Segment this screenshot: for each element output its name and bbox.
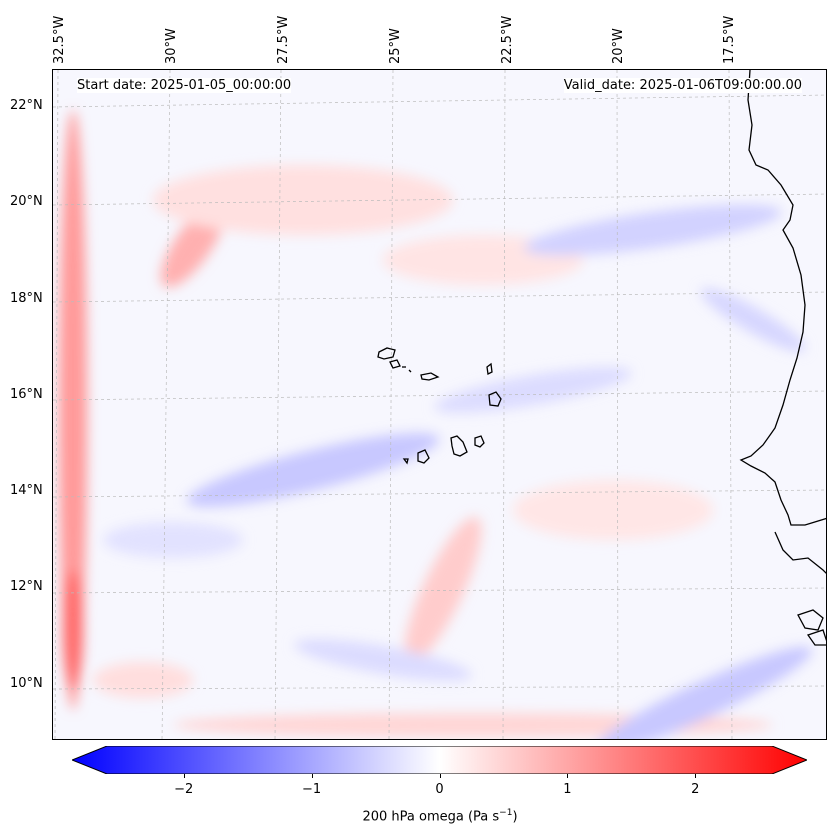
colorbar-tick-label: −1 bbox=[302, 782, 322, 797]
colorbar-tick-mark bbox=[183, 774, 185, 778]
southwest-negative-area bbox=[103, 522, 243, 558]
lat-label-18n: 18°N bbox=[10, 291, 43, 306]
western-strip-core bbox=[63, 570, 83, 690]
colorbar-tick-mark bbox=[567, 774, 569, 778]
colorbar-label: 200 hPa omega (Pa s−1) bbox=[0, 808, 837, 824]
southwest-positive-area bbox=[93, 662, 193, 698]
colorbar-scale bbox=[72, 746, 807, 774]
colorbar-label-end: ) bbox=[512, 809, 518, 825]
lat-label-22n: 22°N bbox=[10, 98, 43, 113]
south-negative-band bbox=[294, 639, 472, 681]
lat-label-10n: 10°N bbox=[10, 676, 43, 691]
lon-label-22-5w: 22.5°W bbox=[500, 15, 515, 64]
islands-negative-band bbox=[434, 367, 632, 413]
southern-positive-streak bbox=[404, 517, 482, 663]
lat-label-16n: 16°N bbox=[10, 387, 43, 402]
coastal-negative-streak bbox=[700, 288, 806, 352]
lon-label-32-5w: 32.5°W bbox=[52, 15, 67, 64]
north-positive-area bbox=[153, 165, 453, 235]
southeast-positive-area bbox=[513, 480, 713, 540]
start-date-label: Start date: 2025-01-05_00:00:00 bbox=[77, 78, 292, 93]
omega-field-map bbox=[53, 70, 826, 739]
lat-label-12n: 12°N bbox=[10, 579, 43, 594]
anomaly-blobs bbox=[59, 110, 813, 739]
central-negative-band bbox=[186, 433, 440, 507]
lon-label-17-5w: 17.5°W bbox=[722, 15, 737, 64]
western-boundary-strip bbox=[59, 110, 87, 710]
lon-label-20w: 20°W bbox=[611, 28, 626, 64]
cape-verde-islands bbox=[377, 347, 502, 465]
lon-label-25w: 25°W bbox=[388, 28, 403, 64]
lon-label-30w: 30°W bbox=[164, 28, 179, 64]
colorbar bbox=[72, 746, 807, 774]
colorbar-label-text: 200 hPa omega (Pa s bbox=[362, 809, 500, 825]
valid-date-label: Valid_date: 2025-01-06T09:00:00.00 bbox=[563, 78, 802, 93]
colorbar-tick-label: 2 bbox=[691, 782, 700, 797]
colorbar-label-unit-exponent: −1 bbox=[499, 808, 513, 818]
southeast-negative-band bbox=[593, 646, 813, 739]
lon-label-27-5w: 27.5°W bbox=[276, 15, 291, 64]
lat-label-14n: 14°N bbox=[10, 483, 43, 498]
colorbar-tick-label: −2 bbox=[174, 782, 194, 797]
graticule bbox=[53, 70, 826, 739]
northeast-negative-band bbox=[524, 204, 782, 256]
colorbar-tick-label: 1 bbox=[563, 782, 572, 797]
colorbar-tick-mark bbox=[695, 774, 697, 778]
colorbar-tick-label: 0 bbox=[435, 782, 444, 797]
colorbar-tick-mark bbox=[311, 774, 313, 778]
colorbar-tick-mark bbox=[439, 774, 441, 778]
map-panel[interactable]: Start date: 2025-01-05_00:00:00 Valid_da… bbox=[52, 69, 827, 740]
coastline bbox=[739, 70, 826, 646]
lat-label-20n: 20°N bbox=[10, 194, 43, 209]
